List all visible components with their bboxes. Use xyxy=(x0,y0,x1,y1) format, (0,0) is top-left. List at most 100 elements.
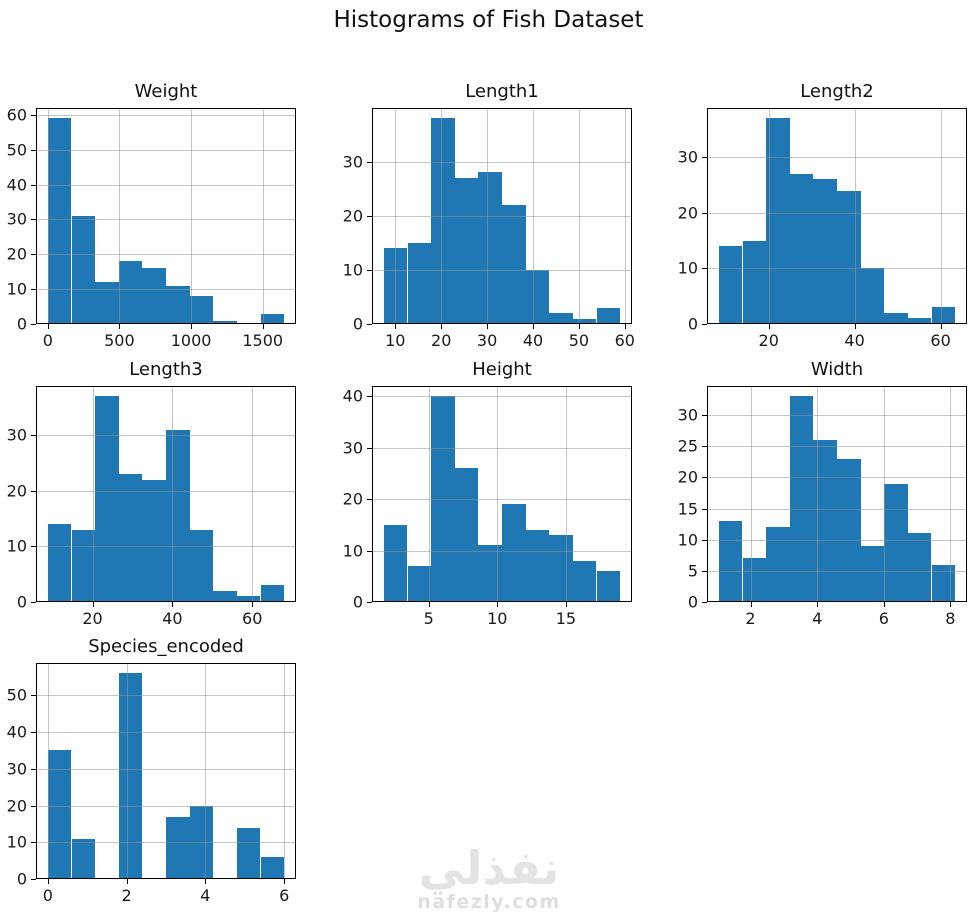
x-tick-label: 4 xyxy=(812,609,823,628)
histogram-bar xyxy=(47,118,72,324)
y-gridline xyxy=(372,161,632,163)
y-tick-mark xyxy=(367,447,372,449)
y-tick-label: 10 xyxy=(6,536,27,556)
y-tick-mark xyxy=(367,396,372,398)
chart-title: Length3 xyxy=(129,359,203,380)
y-tick-label: 10 xyxy=(677,530,698,550)
histogram-bar xyxy=(213,320,237,324)
y-gridline xyxy=(36,435,296,437)
y-tick-label: 10 xyxy=(342,260,363,280)
y-tick-label: 0 xyxy=(16,869,27,889)
x-tick-mark xyxy=(441,324,443,329)
y-tick-label: 25 xyxy=(677,436,698,456)
x-tick-mark xyxy=(854,324,856,329)
y-tick-mark xyxy=(31,490,36,492)
subplot-length2: Length2 20 40 60 0 10 20 30 xyxy=(678,81,967,350)
histogram-bar xyxy=(407,242,432,324)
y-tick-label: 0 xyxy=(352,592,363,612)
x-gridline xyxy=(126,663,128,879)
histogram-bar xyxy=(407,566,432,602)
y-tick-label: 40 xyxy=(6,722,27,742)
x-tick-mark xyxy=(565,602,567,607)
x-tick-mark xyxy=(950,602,952,607)
y-tick-label: 15 xyxy=(677,499,698,518)
y-tick-mark xyxy=(702,415,707,416)
histogram-bar xyxy=(95,282,119,324)
chart-title: Length2 xyxy=(800,81,874,102)
x-tick-mark xyxy=(191,324,193,329)
y-tick-label: 10 xyxy=(677,258,698,278)
histogram-bar xyxy=(71,215,96,324)
watermark-domain-text: nafezly.com xyxy=(417,891,561,913)
x-tick-mark xyxy=(940,324,942,329)
y-gridline xyxy=(707,212,967,214)
x-tick-label: 4 xyxy=(200,886,211,905)
y-tick-mark xyxy=(367,269,372,271)
plot-area xyxy=(36,108,296,324)
y-gridline xyxy=(707,570,967,572)
plot-area xyxy=(372,386,632,602)
x-gridline xyxy=(817,386,819,602)
histogram-bar xyxy=(884,312,908,324)
y-tick-mark xyxy=(702,539,707,541)
y-tick-mark xyxy=(367,324,372,325)
x-tick-mark xyxy=(817,602,819,607)
chart-title: Weight xyxy=(134,81,198,102)
x-tick-label: 20 xyxy=(431,331,452,350)
y-gridline xyxy=(372,550,632,552)
histogram-bar xyxy=(742,558,767,602)
subplot-length1: Length1 10 20 30 40 50 60 0 10 20 30 xyxy=(343,81,635,350)
y-tick-mark xyxy=(31,879,36,880)
histogram-bar xyxy=(260,857,285,879)
y-gridline xyxy=(36,114,296,116)
x-tick-mark xyxy=(487,324,489,329)
y-gridline xyxy=(36,768,296,770)
x-tick-mark xyxy=(768,324,770,329)
x-tick-mark xyxy=(126,879,128,884)
x-tick-mark xyxy=(172,602,174,607)
y-tick-mark xyxy=(31,695,36,697)
y-gridline xyxy=(36,842,296,844)
y-gridline xyxy=(372,499,632,501)
histogram-bar xyxy=(718,246,743,324)
histogram-bar xyxy=(71,838,96,879)
histogram-bar xyxy=(166,285,190,324)
y-gridline xyxy=(36,289,296,291)
x-tick-label: 20 xyxy=(758,331,779,350)
x-tick-label: 40 xyxy=(162,609,183,628)
histogram-bar xyxy=(383,524,408,602)
y-tick-mark xyxy=(702,212,707,214)
y-tick-mark xyxy=(367,602,372,603)
chart-title: Height xyxy=(472,359,532,380)
histogram-bar xyxy=(454,177,479,324)
y-gridline xyxy=(707,268,967,270)
plot-area xyxy=(36,386,296,602)
watermark: نفذلي nafezly.com xyxy=(417,845,561,913)
histogram-bar xyxy=(189,296,214,324)
histogram-bar xyxy=(907,318,932,324)
y-tick-label: 60 xyxy=(6,105,27,125)
histogram-bar xyxy=(166,816,190,879)
x-tick-label: 6 xyxy=(878,609,889,628)
y-tick-mark xyxy=(367,161,372,163)
histogram-bar xyxy=(860,545,885,602)
y-tick-label: 5 xyxy=(687,561,698,581)
histogram-bar xyxy=(742,240,767,324)
x-tick-mark xyxy=(47,324,49,329)
y-gridline xyxy=(372,447,632,449)
histogram-bar xyxy=(766,527,790,602)
y-tick-label: 30 xyxy=(6,425,27,445)
x-tick-mark xyxy=(119,324,121,329)
histogram-bar xyxy=(47,750,72,879)
y-tick-label: 50 xyxy=(6,140,27,160)
y-tick-label: 10 xyxy=(6,279,27,299)
x-tick-label: 30 xyxy=(476,331,498,350)
histogram-bar xyxy=(572,560,597,602)
y-tick-mark xyxy=(31,324,36,325)
y-tick-mark xyxy=(702,324,707,325)
y-tick-mark xyxy=(31,254,36,256)
histogram-bar xyxy=(47,524,72,602)
histogram-bar xyxy=(596,307,621,324)
histogram-bar xyxy=(478,172,502,324)
x-tick-mark xyxy=(428,602,430,607)
